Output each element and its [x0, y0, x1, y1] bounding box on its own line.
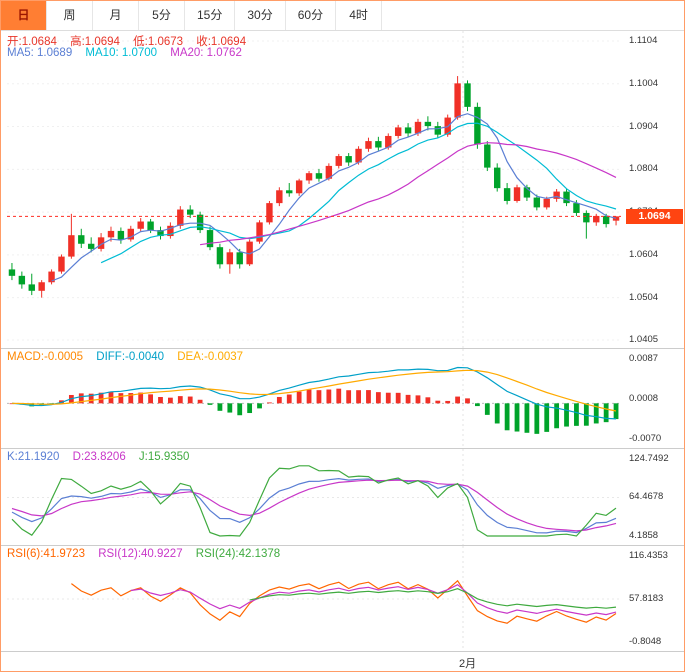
time-axis: 2月 [1, 651, 684, 671]
tab-week[interactable]: 周 [47, 1, 93, 30]
kdj-chart-canvas[interactable] [1, 449, 684, 546]
tab-5min[interactable]: 5分 [139, 1, 185, 30]
candlestick-chart-canvas[interactable] [1, 31, 684, 348]
ma5-value: MA5: 1.0689 [7, 47, 73, 59]
axis-label: 116.4353 [629, 550, 668, 561]
open-value: 开:1.0684 [7, 36, 57, 48]
axis-label: 1.0504 [629, 291, 659, 303]
timeframe-toolbar: 日 周 月 5分 15分 30分 60分 4时 [1, 1, 684, 31]
rsi-panel: RSI(6):41.9723 RSI(12):40.9227 RSI(24):4… [1, 545, 684, 652]
axis-label: 57.8183 [629, 592, 664, 604]
tab-60min[interactable]: 60分 [286, 1, 337, 30]
axis-label: 1.1004 [629, 77, 659, 89]
close-value: 收:1.0694 [196, 36, 247, 48]
k-value: K:21.1920 [7, 451, 60, 463]
time-axis-label: 2月 [459, 658, 477, 670]
rsi12-value: RSI(12):40.9227 [98, 548, 183, 560]
axis-label: 0.0087 [629, 353, 659, 364]
ma10-value: MA10: 1.0700 [85, 47, 158, 59]
d-value: D:23.8206 [72, 451, 126, 463]
tab-4hour[interactable]: 4时 [336, 1, 383, 30]
axis-label: -0.0070 [629, 433, 662, 444]
tab-day[interactable]: 日 [1, 1, 47, 30]
macd-readout: MACD:-0.0005 DIFF:-0.0040 DEA:-0.0037 [7, 351, 253, 363]
ma20-value: MA20: 1.0762 [170, 47, 242, 59]
axis-label: 1.0604 [629, 248, 659, 260]
ma-readout: MA5: 1.0689 MA10: 1.0700 MA20: 1.0762 [7, 47, 252, 59]
tab-30min[interactable]: 30分 [235, 1, 286, 30]
axis-label: 124.7492 [629, 453, 669, 464]
kdj-panel: K:21.1920 D:23.8206 J:15.9350 124.7492 64… [1, 448, 684, 546]
axis-label: 64.4678 [629, 491, 664, 503]
tab-month[interactable]: 月 [93, 1, 139, 30]
kdj-readout: K:21.1920 D:23.8206 J:15.9350 [7, 451, 199, 463]
rsi-chart-canvas[interactable] [1, 546, 684, 652]
ohlc-readout: 开:1.0684 高:1.0694 低:1.0673 收:1.0694 [7, 33, 256, 49]
axis-label: 1.1104 [629, 35, 658, 46]
j-value: J:15.9350 [138, 451, 190, 463]
current-price-tag: 1.0694 [626, 208, 683, 224]
axis-label: 1.0804 [629, 163, 659, 175]
dea-value: DEA:-0.0037 [177, 351, 244, 363]
rsi6-value: RSI(6):41.9723 [7, 548, 85, 560]
axis-label: -0.8048 [629, 636, 662, 647]
macd-panel: MACD:-0.0005 DIFF:-0.0040 DEA:-0.0037 0.… [1, 348, 684, 449]
axis-label: 1.0405 [629, 334, 659, 345]
high-value: 高:1.0694 [70, 36, 120, 48]
macd-value: MACD:-0.0005 [7, 351, 84, 363]
axis-label: 4.1858 [629, 530, 659, 541]
diff-value: DIFF:-0.0040 [96, 351, 165, 363]
rsi24-value: RSI(24):42.1378 [195, 548, 281, 560]
main-chart-panel: 开:1.0684 高:1.0694 低:1.0673 收:1.0694 MA5:… [1, 31, 684, 348]
macd-chart-canvas[interactable] [1, 349, 684, 449]
low-value: 低:1.0673 [133, 36, 184, 48]
tab-15min[interactable]: 15分 [185, 1, 236, 30]
axis-label: 0.0008 [629, 393, 659, 405]
axis-label: 1.0904 [629, 120, 659, 132]
rsi-readout: RSI(6):41.9723 RSI(12):40.9227 RSI(24):4… [7, 548, 290, 560]
